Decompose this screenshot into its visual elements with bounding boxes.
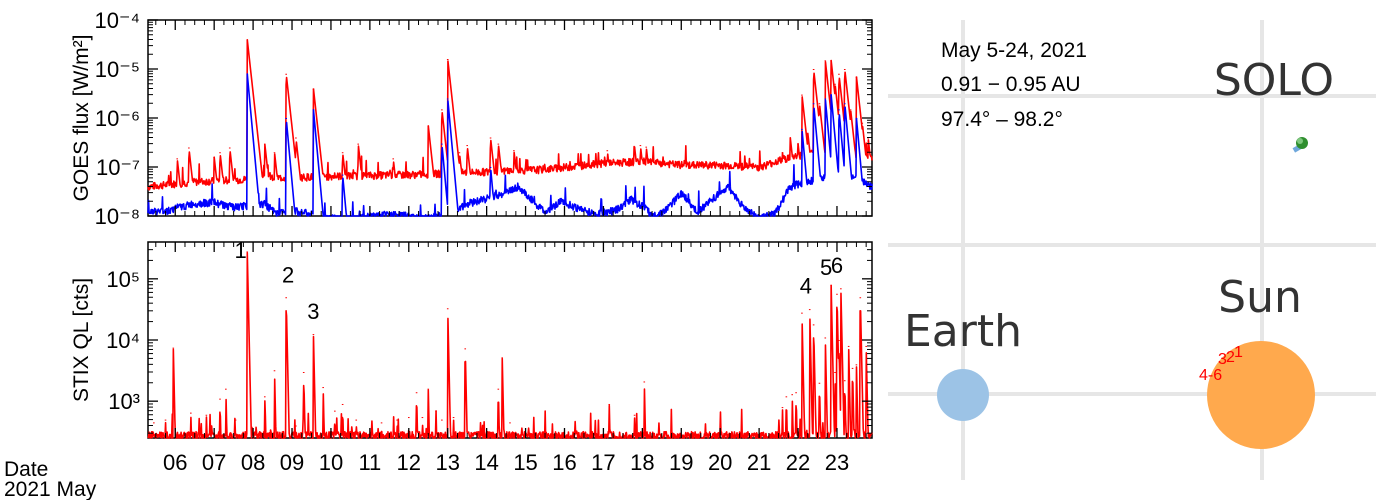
goes-y-tick-label: 10⁻⁸ <box>95 204 140 229</box>
x-tick-label-12: 12 <box>397 450 421 475</box>
date-range-text: May 5-24, 2021 <box>941 39 1087 62</box>
goes-blue-series <box>147 73 873 217</box>
x-tick-label-07: 07 <box>202 450 226 475</box>
goes-y-tick-label: 10⁻⁶ <box>95 106 140 131</box>
stix-red-series <box>147 252 873 439</box>
goes-y-axis: 10⁻⁸ 10⁻⁷ 10⁻⁶ 10⁻⁵ 10⁻⁴ <box>94 8 872 229</box>
x-tick-label-06: 06 <box>163 450 187 475</box>
stix-y-label: STIX QL [cts] <box>70 278 93 402</box>
flare-3-label: 3 <box>1218 351 1227 368</box>
x-tick-label-19: 19 <box>669 450 693 475</box>
distance-text: 0.91 − 0.95 AU <box>941 73 1081 96</box>
stix-plot-frame <box>147 241 873 439</box>
x-tick-label-20: 20 <box>708 450 732 475</box>
stix-y-tick-label: 10³ <box>108 389 140 414</box>
goes-panel: 10⁻⁸ 10⁻⁷ 10⁻⁶ 10⁻⁵ 10⁻⁴ GOES flux [W/m²] <box>70 8 873 229</box>
x-tick-label-18: 18 <box>630 450 654 475</box>
flare-annotation-4: 4 <box>800 273 812 298</box>
earth-disk <box>937 369 989 421</box>
x-tick-label-08: 08 <box>241 450 265 475</box>
solar-orbiter-icon <box>1292 137 1308 153</box>
stix-y-axis: 10³ 10⁴ 10⁵ <box>106 241 872 434</box>
stix-x-axis: 06 07 08 09 10 11 12 13 14 15 16 17 18 19 20 21 22 23 <box>155 242 867 475</box>
flare-annotation-3: 3 <box>307 299 319 324</box>
x-tick-label-09: 09 <box>280 450 304 475</box>
goes-y-tick-label: 10⁻⁴ <box>94 8 140 33</box>
flare-annotations: 1 23 456 <box>235 238 844 324</box>
orbit-panel: May 5-24, 2021 0.91 − 0.95 AU 97.4° – 98… <box>888 20 1376 500</box>
x-tick-label-16: 16 <box>552 450 576 475</box>
angle-text: 97.4° – 98.2° <box>941 108 1063 131</box>
flare-4-6-label: 4-6 <box>1199 367 1222 384</box>
stix-y-tick-label: 10⁵ <box>106 267 140 292</box>
x-label-date: Date <box>4 458 48 481</box>
goes-plot-area <box>147 38 873 217</box>
x-tick-label-13: 13 <box>435 450 459 475</box>
stix-y-tick-label: 10⁴ <box>106 328 140 353</box>
goes-x-ticks <box>155 20 867 216</box>
solo-label: SOLO <box>1214 55 1334 106</box>
goes-red-series <box>147 38 873 191</box>
x-tick-label-14: 14 <box>474 450 498 475</box>
stix-plot-area <box>147 251 873 439</box>
flare-2-label: 2 <box>1226 349 1235 366</box>
x-tick-label-15: 15 <box>513 450 537 475</box>
x-tick-label-22: 22 <box>786 450 810 475</box>
goes-y-tick-label: 10⁻⁵ <box>95 57 140 82</box>
x-tick-label-11: 11 <box>358 450 381 475</box>
x-tick-label-10: 10 <box>319 450 343 475</box>
x-tick-label-17: 17 <box>591 450 615 475</box>
x-label-month: 2021 May <box>4 478 97 500</box>
flare-1-label: 1 <box>1234 344 1243 361</box>
sun-disk <box>1207 341 1315 449</box>
earth-label: Earth <box>904 306 1022 357</box>
x-tick-label-23: 23 <box>825 450 849 475</box>
goes-y-label: GOES flux [W/m²] <box>70 35 93 202</box>
flare-annotation-6: 6 <box>831 253 843 278</box>
sun-label: Sun <box>1218 272 1302 323</box>
x-tick-label-21: 21 <box>747 450 771 475</box>
flare-annotation-5: 5 <box>820 255 832 280</box>
flare-annotation-1: 1 <box>235 238 247 263</box>
goes-y-tick-label: 10⁻⁷ <box>96 155 140 180</box>
flare-annotation-2: 2 <box>282 263 294 288</box>
